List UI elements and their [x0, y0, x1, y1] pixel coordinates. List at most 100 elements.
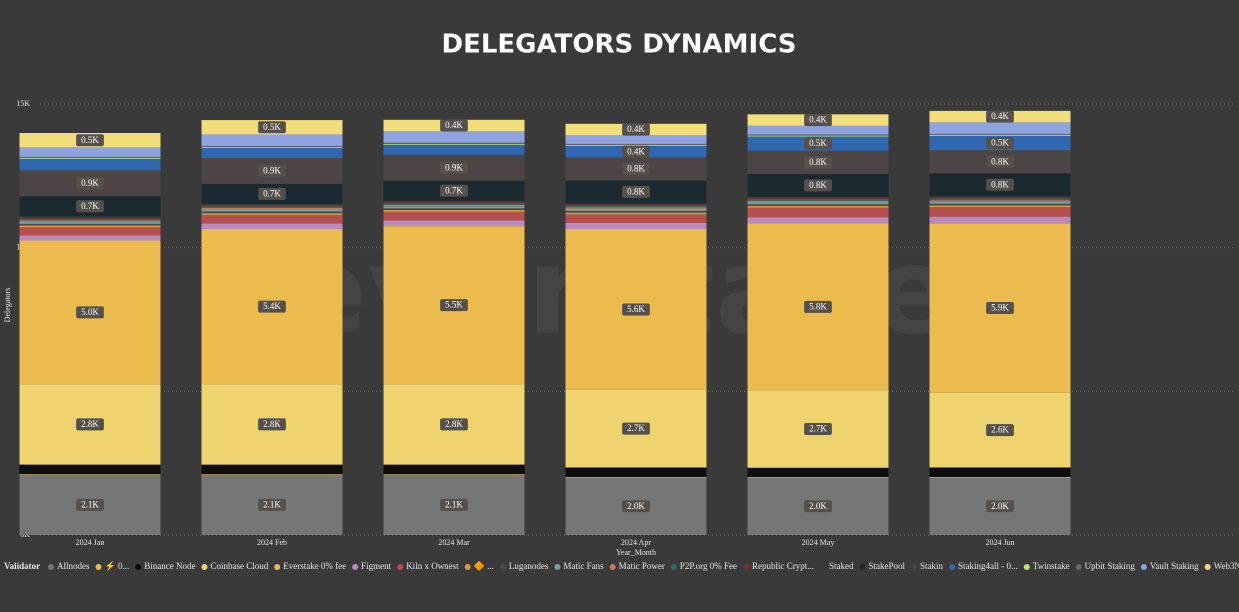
legend-marker: [135, 564, 142, 570]
data-label-bg: [986, 500, 1014, 513]
data-label-bg: [440, 299, 468, 312]
bar-segment: [383, 143, 525, 145]
bar-segment: [201, 474, 343, 475]
data-label-bg: [804, 179, 832, 192]
bar-segment: [747, 197, 889, 200]
bar-segment: [19, 156, 161, 159]
bar-segment: [565, 212, 707, 215]
legend-marker: [609, 564, 616, 570]
x-tick-label: 2024 Jun: [985, 538, 1014, 547]
data-label-bg: [986, 110, 1014, 123]
legend-marker: [820, 564, 826, 570]
bar-segment: [383, 204, 525, 207]
data-label: 5.5K: [445, 300, 463, 310]
bar-segment: [19, 225, 161, 228]
data-label: 0.7K: [445, 185, 463, 195]
data-label-bg: [804, 500, 832, 513]
bar-segment: [201, 134, 343, 146]
legend-label: Everstake 0% fee: [283, 561, 346, 571]
legend-marker: [911, 564, 918, 570]
data-label-bg: [258, 498, 286, 511]
data-label-bg: [440, 119, 468, 132]
data-label-bg: [76, 200, 104, 213]
bar-segment: [383, 220, 525, 227]
data-label: 5.9K: [991, 303, 1009, 313]
bar-segment: [383, 131, 525, 143]
legend-marker: [1140, 564, 1147, 570]
data-label: 5.0K: [81, 307, 99, 317]
data-label: 5.8K: [809, 301, 827, 311]
bar-segment: [565, 135, 707, 144]
bar-segment: [929, 133, 1071, 136]
bar-segment: [19, 158, 161, 159]
data-label: 0.5K: [809, 138, 827, 148]
x-tick-label: 2024 Apr: [621, 538, 651, 547]
data-label-bg: [440, 184, 468, 197]
data-label-bg: [622, 123, 650, 136]
data-label: 0.8K: [809, 180, 827, 190]
bar-segment: [565, 205, 707, 208]
bar-segment: [19, 464, 161, 475]
data-label: 2.6K: [991, 425, 1009, 435]
bar-segment: [201, 147, 343, 148]
data-label-bg: [622, 303, 650, 316]
legend-marker: [1204, 564, 1211, 570]
bar-segment: [929, 197, 1071, 199]
bar-segment: [929, 203, 1071, 206]
bar-segment: [565, 204, 707, 206]
bar-segment: [565, 207, 707, 209]
bar-segment: [201, 206, 343, 209]
y-tick-label: 15K: [16, 99, 30, 108]
legend-marker: [95, 564, 102, 570]
data-label: 2.8K: [81, 419, 99, 429]
bar-segment: [565, 210, 707, 213]
bar-segment: [565, 222, 707, 229]
x-tick-label: 2024 Feb: [257, 538, 287, 547]
x-tick-label: 2024 Mar: [438, 538, 470, 547]
data-label: 0.4K: [627, 124, 645, 134]
legend-label: Stakin: [920, 561, 944, 571]
data-label: 0.4K: [991, 111, 1009, 121]
legend-marker: [201, 564, 208, 570]
bar-segment: [747, 135, 889, 137]
bar-segment: [19, 147, 161, 157]
legend-marker: [352, 564, 359, 570]
bar-segment: [201, 211, 343, 214]
bar-segment: [19, 220, 161, 222]
bar-segment: [565, 476, 707, 478]
legend-marker: [859, 564, 866, 570]
data-label-bg: [76, 418, 104, 431]
data-label: 2.7K: [809, 424, 827, 434]
data-label: 2.8K: [445, 419, 463, 429]
bar-segment: [383, 211, 525, 221]
bar-segment: [565, 208, 707, 211]
bar-segment: [383, 208, 525, 211]
data-label-bg: [258, 121, 286, 134]
bar-segment: [383, 142, 525, 144]
data-label: 0.5K: [81, 135, 99, 145]
bar-segment: [19, 235, 161, 241]
data-label-bg: [440, 498, 468, 511]
bar-segment: [383, 200, 525, 202]
bar-segment: [747, 199, 889, 201]
bar-segment: [747, 206, 889, 208]
data-label-bg: [804, 300, 832, 313]
legend-label: Coinbase Cloud: [210, 561, 268, 571]
legend-label: ⚡ 0...: [105, 560, 130, 572]
data-label: 2.7K: [627, 423, 645, 433]
bar-segment: [201, 147, 343, 159]
bar-segment: [201, 204, 343, 207]
bar-segment: [929, 196, 1071, 198]
legend-marker: [274, 564, 281, 570]
legend-label: Upbit Staking: [1085, 561, 1136, 571]
data-label-bg: [622, 145, 650, 158]
bar-segment: [201, 214, 343, 224]
data-label: 0.8K: [809, 157, 827, 167]
legend-marker: [48, 564, 54, 570]
bar-segment: [747, 217, 889, 224]
legend-marker: [1023, 564, 1030, 570]
bar-segment: [19, 227, 161, 236]
data-label-bg: [804, 156, 832, 169]
legend-label: Staking4all - 0...: [958, 561, 1018, 571]
chart-title: DELEGATORS DYNAMICS: [442, 30, 797, 60]
